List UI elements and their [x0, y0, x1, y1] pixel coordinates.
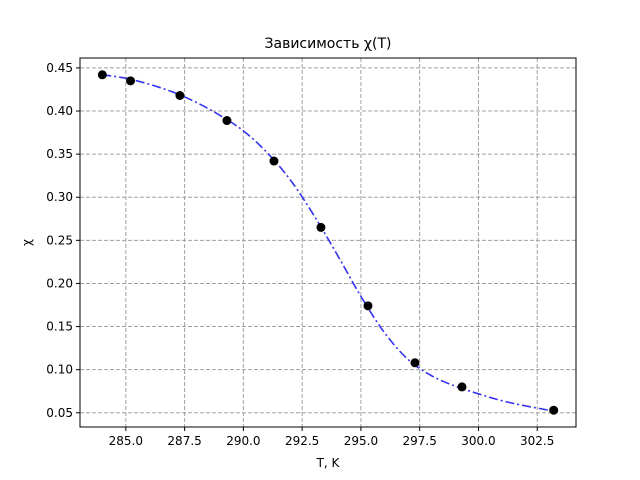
- chart-title: Зависимость χ(T): [265, 36, 392, 52]
- x-axis-label: T, K: [316, 456, 341, 470]
- data-point: [126, 76, 136, 86]
- data-point: [175, 91, 185, 101]
- x-tick-label: 285.0: [109, 434, 143, 448]
- y-tick-label: 0.15: [46, 320, 73, 334]
- x-tick-label: 300.0: [461, 434, 495, 448]
- plot-area-frame: [79, 57, 577, 428]
- data-points-layer: [97, 70, 559, 415]
- data-point: [269, 156, 279, 166]
- data-point: [316, 222, 326, 232]
- x-tick-label: 287.5: [167, 434, 201, 448]
- y-tick-label: 0.05: [46, 406, 73, 420]
- x-tick-label: 295.0: [344, 434, 378, 448]
- y-tick-label: 0.20: [46, 276, 73, 290]
- data-point: [97, 70, 107, 80]
- x-tick-label: 302.5: [520, 434, 554, 448]
- data-point: [457, 382, 467, 392]
- x-tick-label: 292.5: [285, 434, 319, 448]
- fit-curve-line: [102, 74, 554, 412]
- y-tick-label: 0.25: [46, 233, 73, 247]
- x-tick-label: 297.5: [402, 434, 436, 448]
- data-point: [363, 301, 373, 311]
- data-point: [410, 358, 420, 368]
- y-axis: 0.05 0.10 0.15 0.20 0.25 0.30 0.35 0.40 0.45: [46, 61, 80, 420]
- y-tick-label: 0.10: [46, 363, 73, 377]
- x-tick-label: 290.0: [226, 434, 260, 448]
- y-tick-label: 0.45: [46, 61, 73, 75]
- y-axis-label: χ: [20, 239, 34, 246]
- x-axis: 285.0 287.5 290.0 292.5 295.0 297.5 300.0 302.5: [109, 427, 554, 448]
- y-tick-label: 0.30: [46, 190, 73, 204]
- y-tick-label: 0.35: [46, 147, 73, 161]
- data-point: [222, 116, 232, 126]
- data-point: [549, 405, 559, 415]
- fit-curve-layer: [102, 74, 554, 412]
- y-tick-label: 0.40: [46, 104, 73, 118]
